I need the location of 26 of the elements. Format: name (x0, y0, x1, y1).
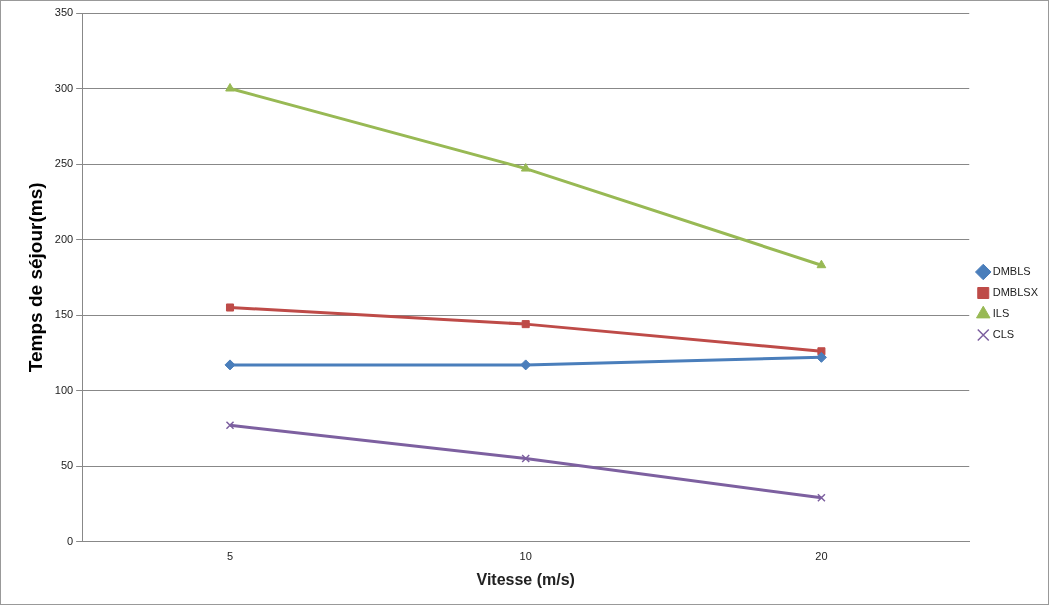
point (817, 493, 826, 503)
x-tick-label: 20 (815, 550, 828, 563)
y-tick-label: 250 (54, 157, 74, 170)
x-axis-title: Vitesse (m/s) (476, 570, 575, 588)
y-tick-label: 150 (54, 308, 74, 321)
point (816, 259, 827, 269)
point (520, 163, 531, 172)
point (521, 320, 530, 329)
y-tick-label: 100 (54, 383, 74, 396)
y-tick-label: 300 (54, 81, 74, 94)
y-tick-label: 0 (67, 534, 74, 547)
x-tick-label: 10 (519, 550, 532, 563)
y-tick-label: 50 (60, 459, 74, 472)
y-tick-label: 350 (54, 6, 74, 19)
point (225, 83, 235, 92)
legend-label: DMBLS (992, 265, 1031, 278)
x-tick-label: 5 (226, 550, 234, 563)
y-tick-label: 200 (54, 232, 74, 245)
point (225, 421, 235, 430)
point (225, 303, 235, 312)
legend-label: CLS (992, 328, 1015, 341)
legend-label: ILS (992, 307, 1010, 320)
point (224, 359, 236, 371)
legend-label: DMBLSX (992, 286, 1039, 299)
point (521, 454, 530, 463)
y-axis-title: Temps de séjour(ms) (24, 182, 46, 373)
